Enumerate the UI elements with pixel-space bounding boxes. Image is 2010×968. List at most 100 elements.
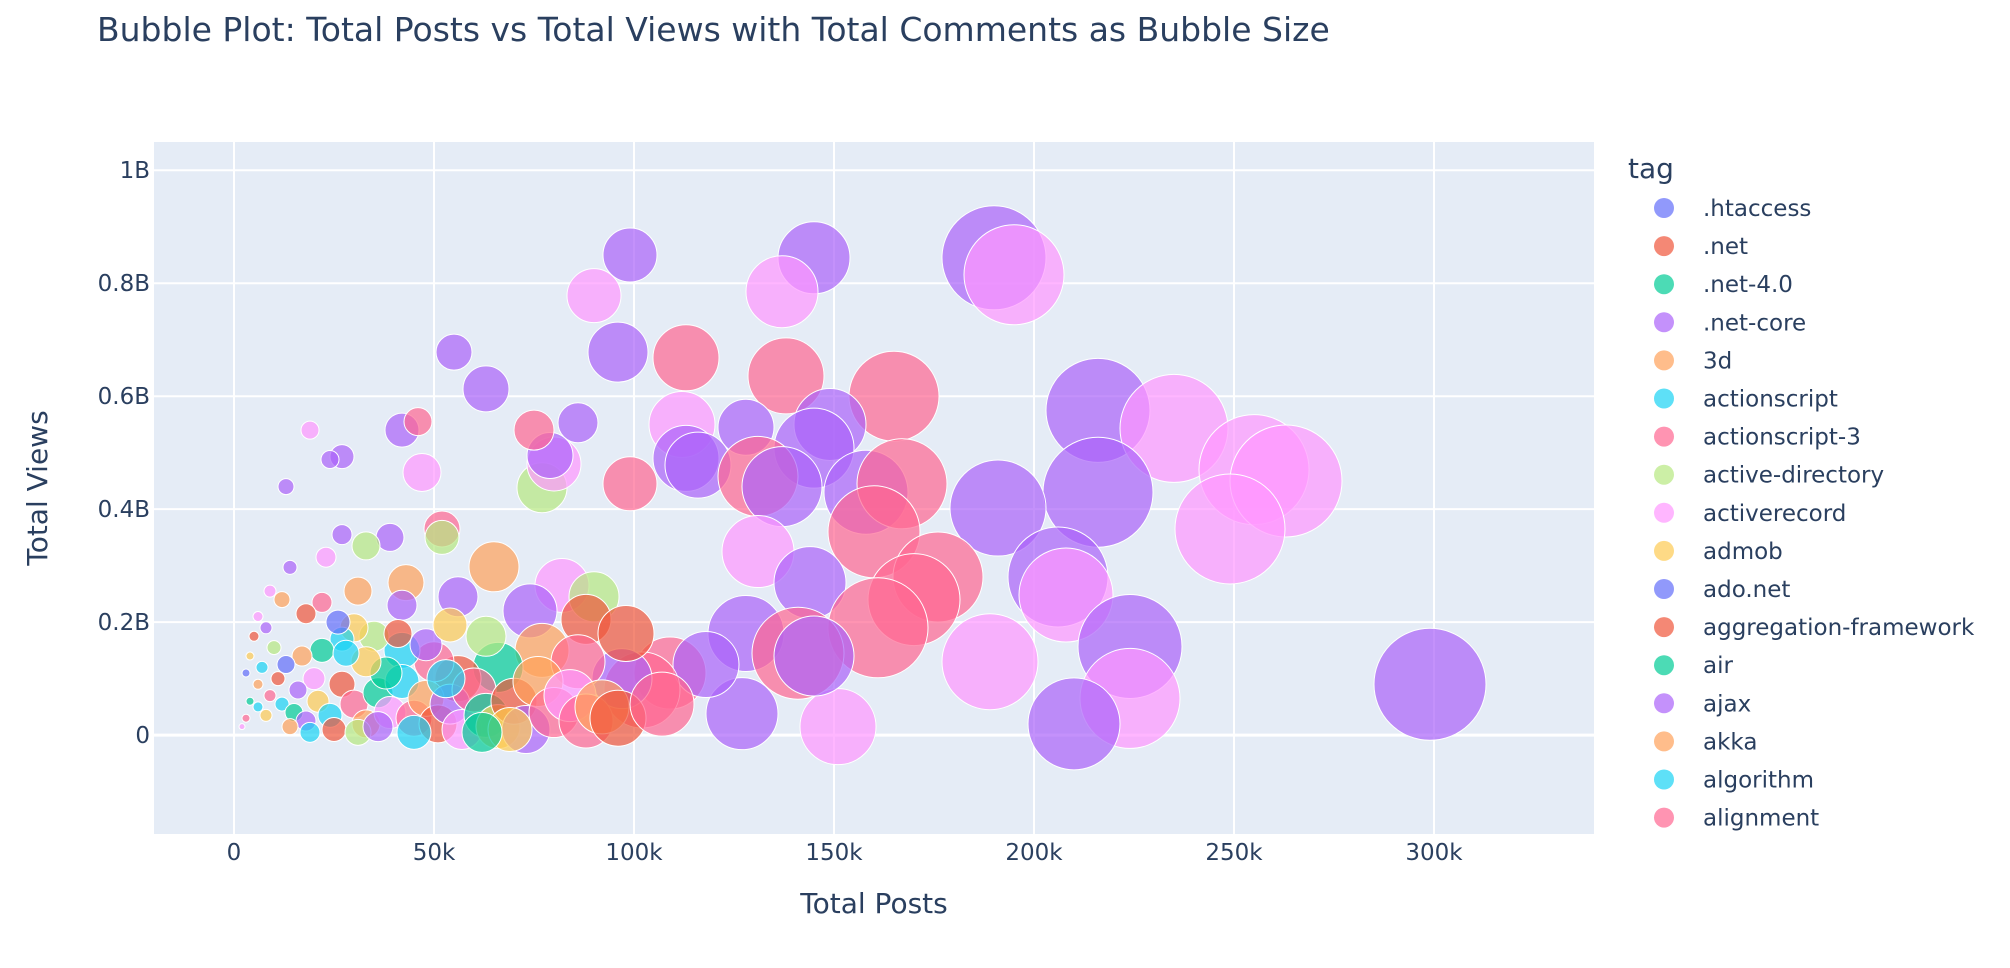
legend-item[interactable]: ado.net xyxy=(1654,577,1790,603)
bubble-point xyxy=(705,677,779,751)
legend-marker xyxy=(1654,502,1674,523)
x-tick-label: 150k xyxy=(805,840,863,866)
bubble-point xyxy=(597,604,655,662)
legend-label: 3d xyxy=(1703,348,1732,374)
bubble-point xyxy=(402,452,442,492)
legend-items[interactable]: .htaccess .net .net-4.0 .net-core 3d actionsc… xyxy=(1654,196,1975,832)
bubble-point xyxy=(396,714,432,750)
chart-title: Bubble Plot: Total Posts vs Total Views … xyxy=(97,10,1330,49)
bubble-point xyxy=(255,660,269,674)
bubble-point xyxy=(672,631,740,699)
legend-label: ado.net xyxy=(1703,577,1790,603)
legend-item[interactable]: algorithm xyxy=(1654,768,1814,794)
legend-label: air xyxy=(1703,653,1733,679)
bubble-point xyxy=(741,446,823,528)
legend-label: aggregation-framework xyxy=(1703,615,1975,641)
bubble-point xyxy=(462,365,510,413)
legend-item[interactable]: actionscript-3 xyxy=(1654,425,1861,451)
bubble-point xyxy=(332,639,360,667)
legend-item[interactable]: activerecord xyxy=(1654,501,1846,527)
legend-item[interactable]: akka xyxy=(1654,729,1757,755)
legend-item[interactable]: .net xyxy=(1654,234,1748,260)
bubble-point xyxy=(277,478,295,496)
legend-marker xyxy=(1654,198,1674,218)
bubble-point xyxy=(383,618,413,648)
legend-marker xyxy=(1654,426,1674,447)
legend-label: active-directory xyxy=(1703,463,1884,489)
x-tick-labels: 0 50k 100k 150k 200k 250k 300k xyxy=(227,840,1464,866)
legend-item[interactable]: actionscript xyxy=(1654,387,1838,413)
legend-item[interactable]: aggregation-framework xyxy=(1654,615,1975,641)
legend-item[interactable]: .net-4.0 xyxy=(1654,272,1793,298)
bubble-point xyxy=(652,324,720,392)
legend-label: algorithm xyxy=(1703,768,1814,794)
bubble-point xyxy=(465,615,507,657)
bubble-point xyxy=(351,531,381,561)
legend-item[interactable]: .net-core xyxy=(1654,310,1806,336)
bubble-point xyxy=(435,333,473,371)
legend-label: .net-core xyxy=(1703,310,1806,336)
bubble-point xyxy=(325,609,351,635)
legend-marker xyxy=(1654,693,1674,714)
bubble-point xyxy=(432,607,468,643)
bubble-point xyxy=(274,696,290,712)
bubble-point xyxy=(241,713,251,723)
bubble-point xyxy=(426,659,466,699)
bubble-point xyxy=(409,628,443,662)
bubble-point xyxy=(386,589,418,621)
bubble-point xyxy=(799,688,877,766)
legend-item[interactable]: ajax xyxy=(1654,691,1751,717)
legend-marker xyxy=(1654,388,1674,409)
legend-item[interactable]: active-directory xyxy=(1654,463,1884,489)
bubble-point xyxy=(602,456,658,512)
bubble-point xyxy=(963,224,1065,326)
legend-label: akka xyxy=(1703,729,1757,755)
bubble-point xyxy=(403,407,433,437)
bubble-point xyxy=(331,524,353,546)
bubble-point xyxy=(252,678,264,690)
y-tick-labels: 0 0.2B 0.4B 0.6B 0.8B 1B xyxy=(98,158,150,749)
y-tick-label: 0.8B xyxy=(98,271,150,297)
bubble-point xyxy=(263,584,277,598)
legend-label: .net xyxy=(1703,234,1748,260)
legend-item[interactable]: admob xyxy=(1654,539,1783,565)
legend-marker xyxy=(1654,540,1674,561)
legend-item[interactable]: air xyxy=(1654,653,1733,679)
legend-item[interactable]: .htaccess xyxy=(1654,196,1811,222)
bubble-point xyxy=(468,541,520,593)
bubble-point xyxy=(949,459,1047,557)
bubble-point xyxy=(248,630,260,642)
bubble-point xyxy=(461,711,503,753)
bubble-point xyxy=(245,696,255,706)
bubble-point xyxy=(320,449,340,469)
bubble-point xyxy=(252,701,264,713)
bubble-point xyxy=(273,591,291,609)
bubble-point xyxy=(291,645,313,667)
legend[interactable]: tag .htaccess .net .net-4.0 .net-core 3d acti… xyxy=(1628,152,1975,832)
bubble-point xyxy=(1174,473,1286,585)
legend-marker xyxy=(1654,350,1674,371)
bubble-point xyxy=(302,667,326,691)
bubble-point xyxy=(424,519,460,555)
legend-label: ajax xyxy=(1703,691,1751,717)
y-tick-label: 0.4B xyxy=(98,497,150,523)
legend-marker xyxy=(1654,464,1674,485)
legend-item[interactable]: alignment xyxy=(1654,806,1819,832)
y-tick-label: 0 xyxy=(135,723,150,749)
bubble-point xyxy=(259,621,273,635)
legend-marker xyxy=(1654,731,1674,752)
legend-label: alignment xyxy=(1703,806,1819,832)
bubble-point xyxy=(587,321,649,383)
legend-item[interactable]: 3d xyxy=(1654,348,1732,374)
bubble-point xyxy=(311,591,333,613)
legend-marker xyxy=(1654,769,1674,790)
bubble-point xyxy=(263,689,277,703)
bubble-point xyxy=(299,721,321,743)
y-axis-title: Total Views xyxy=(21,410,54,566)
legend-label: activerecord xyxy=(1703,501,1846,527)
bubble-point xyxy=(1027,677,1121,771)
x-axis-title: Total Posts xyxy=(799,887,947,920)
legend-marker xyxy=(1654,274,1674,295)
x-tick-label: 0 xyxy=(227,840,242,866)
